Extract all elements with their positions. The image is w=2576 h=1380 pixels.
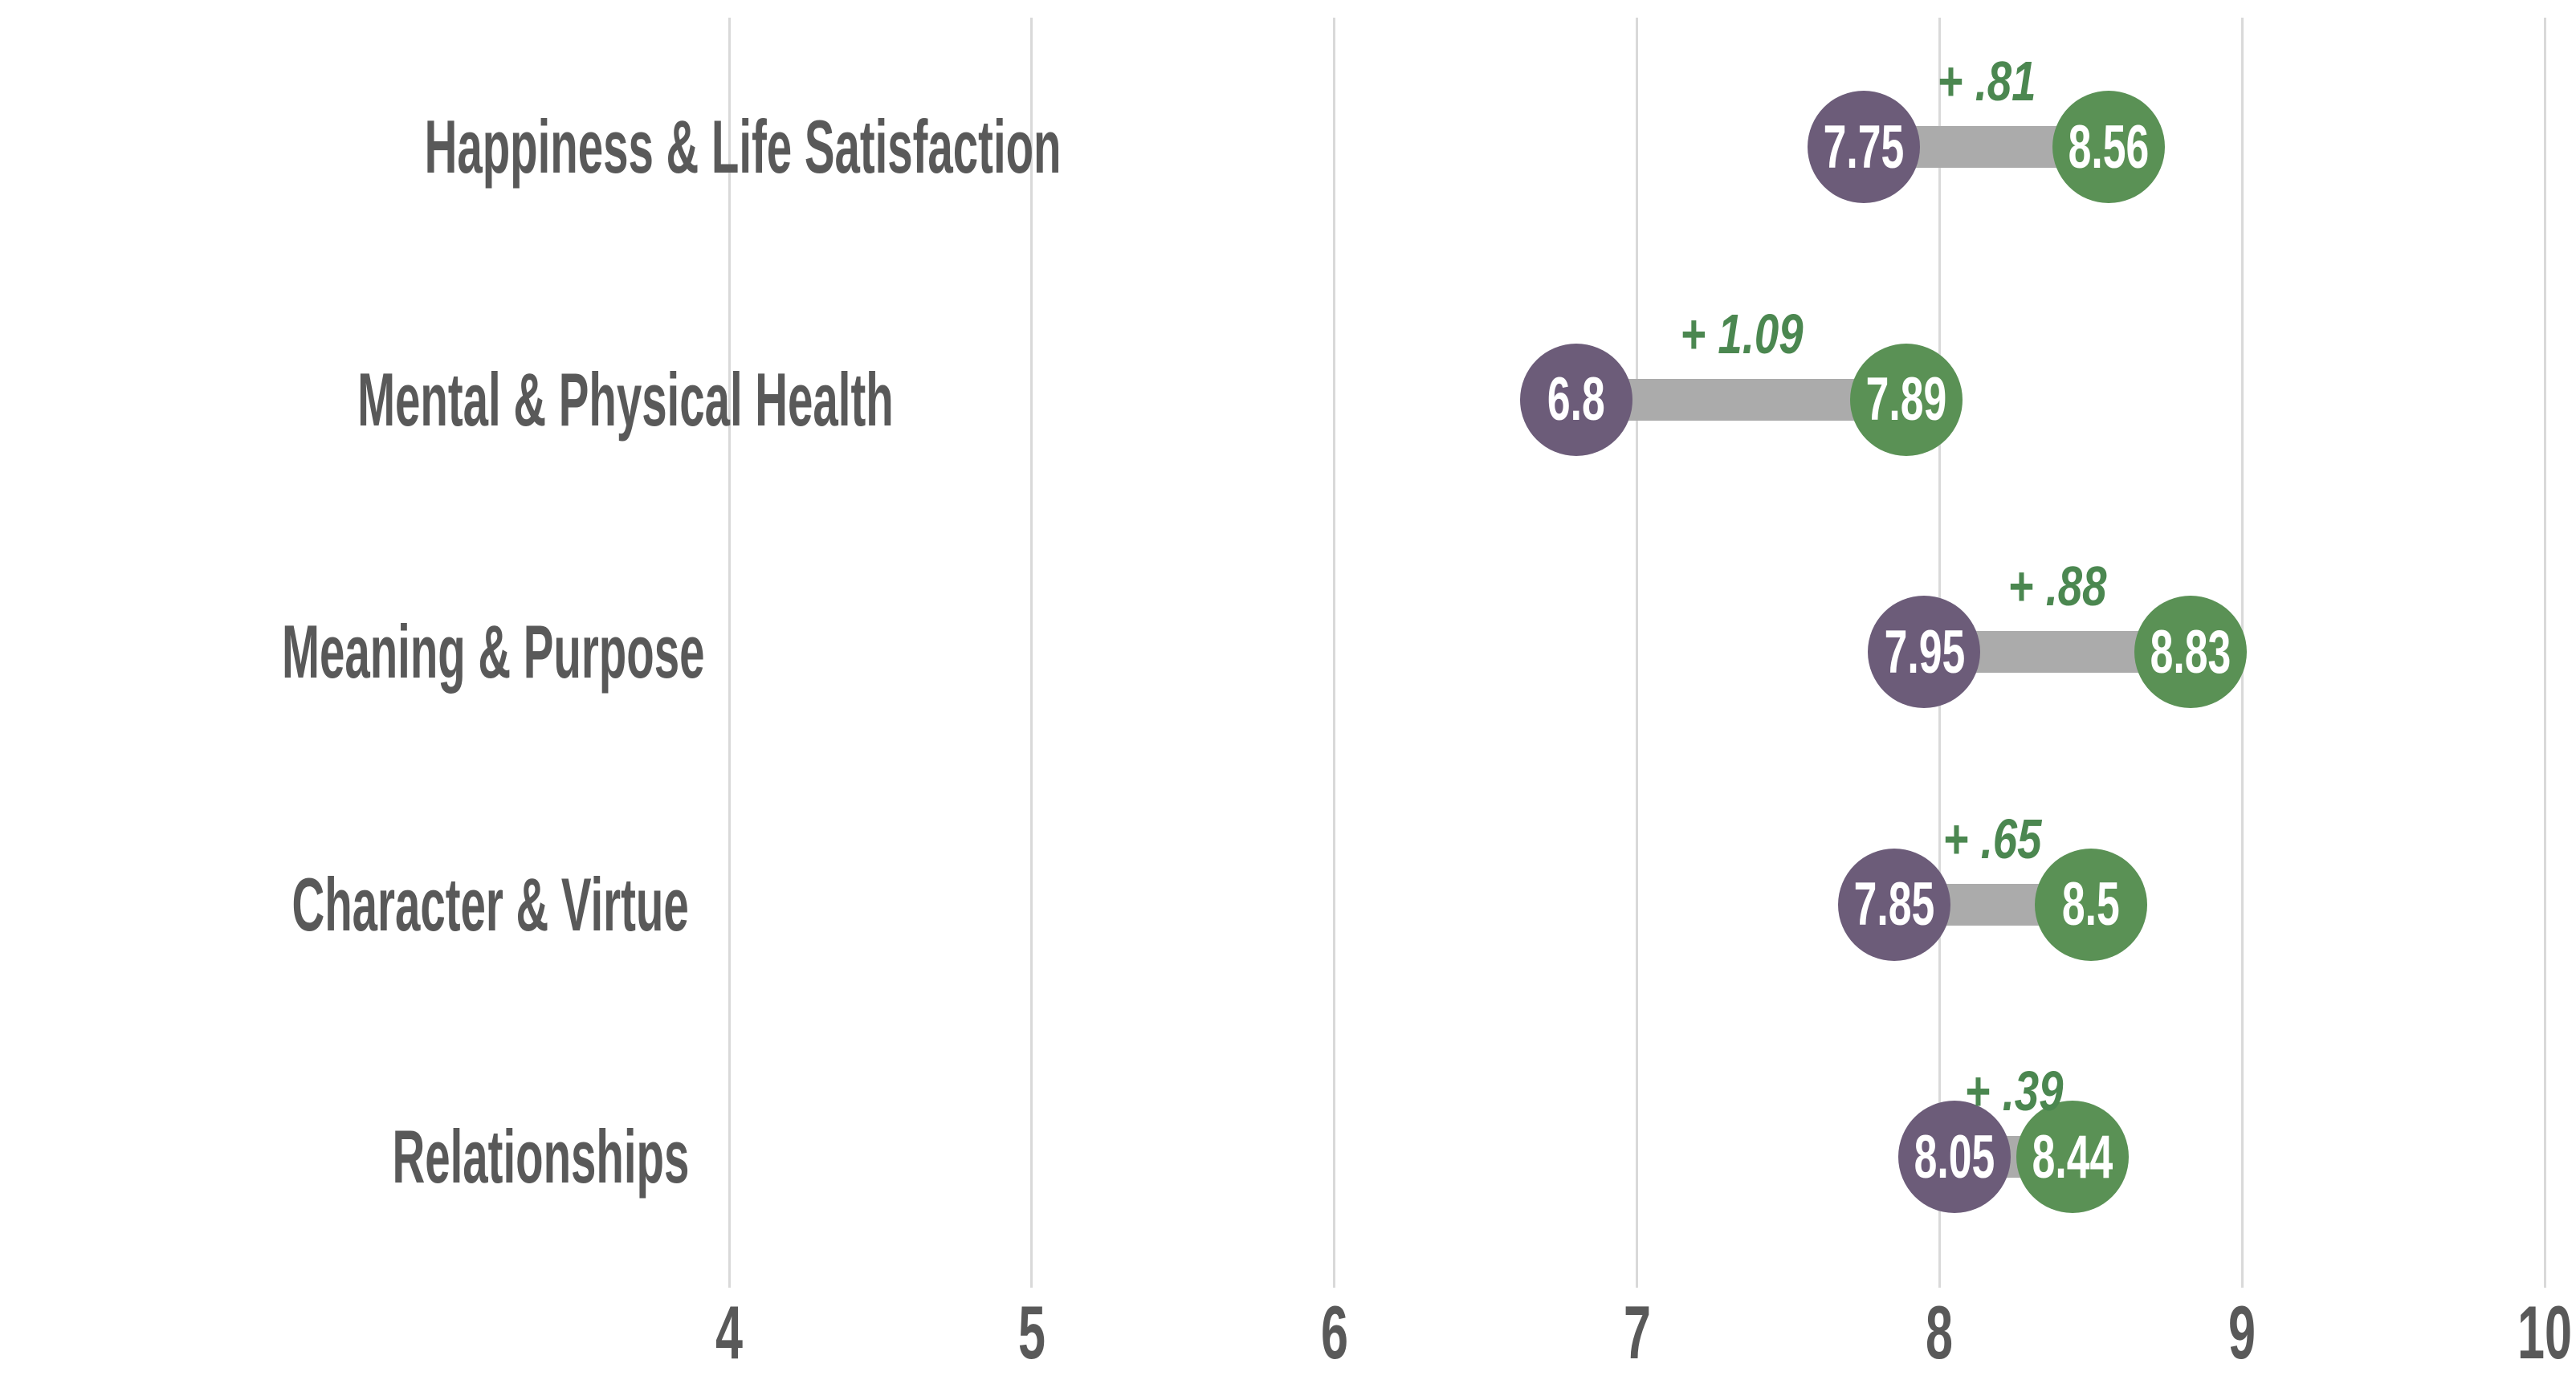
after-dot: 8.56: [2052, 91, 2166, 203]
before-dot-text: 8.05: [1914, 1122, 1995, 1191]
before-dot: 7.85: [1837, 848, 1950, 961]
before-dot: 8.05: [1898, 1101, 2011, 1213]
x-axis-tick-label-9-text: 9: [2228, 1290, 2256, 1374]
delta-label: + 1.09: [1662, 302, 1820, 366]
delta-label-text: + .65: [1942, 807, 2042, 870]
x-axis-tick-label-9: 9: [2221, 1289, 2263, 1376]
gridline-4: [728, 18, 731, 1288]
x-axis-tick-label-5: 5: [1011, 1289, 1053, 1376]
x-axis-tick-label-6-text: 6: [1320, 1290, 1348, 1374]
x-axis-tick-label-10: 10: [2503, 1289, 2576, 1376]
delta-label-text: + .81: [1937, 50, 2036, 112]
category-label: Character & Virtue: [0, 861, 689, 948]
category-label: Mental & Physical Health: [0, 356, 894, 443]
x-axis-tick-label-8-text: 8: [1926, 1290, 1954, 1374]
x-axis-tick-label-10-text: 10: [2517, 1290, 2572, 1374]
x-axis-tick-label-4: 4: [708, 1289, 750, 1376]
after-dot: 8.5: [2034, 848, 2147, 961]
delta-label-text: + .88: [2007, 555, 2107, 617]
x-axis-tick-label-5-text: 5: [1017, 1290, 1045, 1374]
before-dot-text: 7.85: [1853, 870, 1935, 938]
x-axis-tick-label-8: 8: [1918, 1289, 1960, 1376]
category-label-text: Meaning & Purpose: [281, 609, 705, 694]
after-dot: 8.44: [2016, 1101, 2130, 1213]
after-dot-text: 8.5: [2061, 870, 2120, 938]
before-dot-text: 6.8: [1547, 365, 1606, 434]
after-dot-text: 8.44: [2032, 1122, 2113, 1191]
delta-label: + .65: [1929, 807, 2056, 871]
category-label-text: Character & Virtue: [291, 861, 689, 946]
x-axis-tick-label-6: 6: [1314, 1289, 1355, 1376]
delta-label: + .88: [1994, 554, 2121, 618]
before-dot-text: 7.75: [1823, 112, 1905, 181]
delta-label-text: + 1.09: [1679, 302, 1804, 365]
category-label: Relationships: [0, 1113, 689, 1200]
after-dot-text: 8.56: [2069, 112, 2150, 181]
category-label-text: Relationships: [392, 1114, 689, 1199]
before-dot: 7.75: [1808, 91, 1921, 203]
before-dot-text: 7.95: [1884, 617, 1965, 686]
gridline-7: [1636, 18, 1638, 1288]
delta-label-text: + .39: [1964, 1060, 2064, 1122]
category-label: Meaning & Purpose: [0, 609, 704, 695]
delta-label: + .39: [1950, 1059, 2077, 1123]
delta-label: + .81: [1923, 49, 2050, 113]
gridline-10: [2543, 18, 2546, 1288]
category-label-text: Mental & Physical Health: [357, 356, 894, 442]
before-dot: 7.95: [1868, 596, 1981, 708]
gridline-5: [1030, 18, 1033, 1288]
after-dot-text: 7.89: [1865, 365, 1947, 434]
after-dot: 8.83: [2134, 596, 2248, 708]
after-dot-text: 8.83: [2150, 617, 2232, 686]
category-label-text: Happiness & Life Satisfaction: [424, 104, 1062, 189]
x-axis-tick-label-7: 7: [1616, 1289, 1657, 1376]
after-dot: 7.89: [1849, 343, 1963, 456]
before-dot: 6.8: [1520, 343, 1633, 456]
category-label: Happiness & Life Satisfaction: [0, 104, 1062, 190]
gridline-6: [1333, 18, 1336, 1288]
x-axis-tick-label-7-text: 7: [1623, 1290, 1651, 1374]
x-axis-tick-label-4-text: 4: [715, 1290, 743, 1374]
